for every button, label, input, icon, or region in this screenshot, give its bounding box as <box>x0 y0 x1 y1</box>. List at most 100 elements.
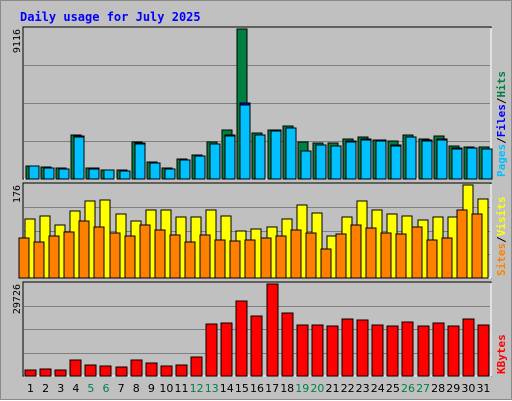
bar-pages-day-25 <box>390 145 402 180</box>
x-tick-label-day-30: 30 <box>461 382 475 395</box>
bar-kbytes-day-26 <box>401 321 414 377</box>
bar-pages-day-13 <box>209 143 221 180</box>
panel-kbytes: 29726 KBytes <box>12 281 508 377</box>
bar-pages-day-19 <box>300 150 312 180</box>
bar-kbytes-day-31 <box>477 324 490 377</box>
bar-pages-day-1 <box>28 165 40 180</box>
x-tick-label-day-31: 31 <box>476 382 490 395</box>
bar-sites-day-23 <box>350 224 362 279</box>
bar-sites-day-1 <box>18 237 30 279</box>
bar-sites-day-2 <box>33 241 45 279</box>
bar-sites-day-25 <box>380 232 392 279</box>
x-tick-label-day-20: 20 <box>310 382 324 395</box>
legend-sites: Sites <box>495 243 508 276</box>
bar-pages-day-21 <box>330 145 342 180</box>
panel-visits-max-label: 176 <box>12 185 23 203</box>
bar-kbytes-day-28 <box>432 322 445 377</box>
bar-sites-day-24 <box>365 227 377 279</box>
x-tick-label-day-23: 23 <box>356 382 370 395</box>
legend-kbytes: KBytes <box>495 334 508 374</box>
bar-kbytes-day-25 <box>386 325 399 377</box>
bar-pages-day-4 <box>73 136 85 180</box>
x-tick-label-day-12: 12 <box>190 382 204 395</box>
x-tick-label-day-19: 19 <box>295 382 309 395</box>
panel-kbytes-legend: KBytes <box>495 334 508 374</box>
bar-pages-day-9 <box>149 162 161 180</box>
x-tick-label-day-25: 25 <box>386 382 400 395</box>
bar-kbytes-day-17 <box>266 283 279 377</box>
legend-separator: / <box>495 97 508 104</box>
bar-pages-day-30 <box>466 147 478 180</box>
panel-visits-legend: Sites/Visits <box>495 197 508 277</box>
bar-sites-day-4 <box>63 231 75 279</box>
x-tick-label-day-24: 24 <box>371 382 385 395</box>
bar-sites-day-19 <box>290 229 302 279</box>
legend-visits: Visits <box>495 197 508 237</box>
bar-sites-day-29 <box>441 237 453 279</box>
legend-pages: Pages <box>495 144 508 177</box>
bar-sites-day-8 <box>124 235 136 279</box>
bar-kbytes-day-8 <box>130 359 143 377</box>
bar-kbytes-day-10 <box>160 365 173 377</box>
legend-separator: / <box>495 137 508 144</box>
bar-kbytes-day-3 <box>54 369 67 377</box>
bar-kbytes-day-14 <box>220 322 233 377</box>
bar-kbytes-day-15 <box>235 300 248 377</box>
bar-pages-day-10 <box>164 168 176 180</box>
x-tick-label-day-11: 11 <box>175 382 189 395</box>
bar-pages-day-20 <box>315 144 327 180</box>
bar-kbytes-day-18 <box>281 312 294 377</box>
bar-sites-day-20 <box>305 232 317 279</box>
bar-pages-day-24 <box>375 140 387 180</box>
bar-kbytes-day-7 <box>115 366 128 377</box>
bar-sites-day-18 <box>275 235 287 279</box>
bar-pages-day-15 <box>239 104 251 180</box>
legend-files: Files <box>495 104 508 137</box>
x-tick-label-day-26: 26 <box>401 382 415 395</box>
bar-sites-day-30 <box>456 209 468 279</box>
bar-pages-day-2 <box>43 167 55 180</box>
bar-sites-day-16 <box>244 239 256 279</box>
x-tick-label-day-10: 10 <box>159 382 173 395</box>
bar-kbytes-day-6 <box>99 365 112 377</box>
chart-title: Daily usage for July 2025 <box>20 10 201 24</box>
bar-sites-day-15 <box>229 240 241 279</box>
x-tick-label-day-8: 8 <box>133 382 140 395</box>
legend-hits: Hits <box>495 71 508 98</box>
bar-pages-day-7 <box>119 170 131 180</box>
bar-kbytes-day-30 <box>462 318 475 377</box>
x-tick-label-day-4: 4 <box>72 382 79 395</box>
x-tick-label-day-27: 27 <box>416 382 430 395</box>
x-tick-label-day-15: 15 <box>235 382 249 395</box>
bar-pages-day-23 <box>360 139 372 180</box>
bar-pages-day-29 <box>451 148 463 180</box>
bar-kbytes-day-16 <box>250 315 263 377</box>
x-tick-label-day-3: 3 <box>57 382 64 395</box>
bar-pages-day-8 <box>134 143 146 180</box>
panel-kbytes-max-label: 29726 <box>12 284 23 314</box>
x-tick-label-day-5: 5 <box>87 382 94 395</box>
x-tick-label-day-1: 1 <box>27 382 34 395</box>
x-axis: 1 2 3 4 5 6 7 8 9 10 11 12 13 14 15 16 17 18 19 20 21 22 23 24 2… <box>27 382 490 395</box>
bar-sites-day-26 <box>395 233 407 279</box>
bar-sites-day-11 <box>169 234 181 279</box>
x-tick-label-day-9: 9 <box>148 382 155 395</box>
x-tick-label-day-2: 2 <box>42 382 49 395</box>
bar-pages-day-11 <box>179 159 191 180</box>
panel-visits: 176 Sites/Visits <box>12 182 508 279</box>
x-tick-label-day-7: 7 <box>118 382 125 395</box>
bar-pages-day-26 <box>405 136 417 180</box>
bar-kbytes-day-4 <box>69 359 82 377</box>
bar-pages-day-16 <box>254 134 266 180</box>
bar-sites-day-31 <box>471 213 483 279</box>
bar-sites-day-27 <box>411 226 423 279</box>
bar-pages-day-3 <box>58 168 70 180</box>
bar-sites-day-3 <box>48 235 60 279</box>
x-tick-label-day-29: 29 <box>446 382 460 395</box>
bar-pages-day-18 <box>285 127 297 180</box>
legend-separator: / <box>495 236 508 243</box>
bar-kbytes-day-29 <box>447 325 460 377</box>
bar-kbytes-day-13 <box>205 323 218 377</box>
bar-pages-day-17 <box>270 130 282 180</box>
